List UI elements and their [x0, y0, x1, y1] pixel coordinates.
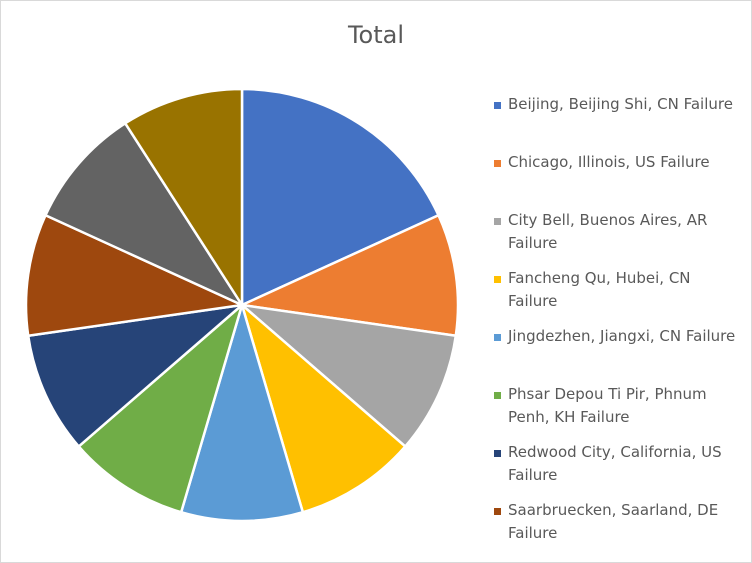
legend-swatch: [494, 276, 501, 283]
pie-slice-9: [44, 122, 244, 307]
legend-swatch: [494, 392, 501, 399]
pie-slice-7: [26, 303, 244, 448]
pie-slice-8: [24, 214, 244, 337]
pie-slice-4: [240, 303, 407, 514]
legend-label: Jingdezhen, Jiangxi, CN Failure: [508, 327, 736, 345]
legend-swatch: [494, 508, 501, 515]
legend-label: Phsar Depou Ti Pir, Phnum Penh, KH Failu…: [508, 385, 707, 426]
legend-swatch: [494, 102, 501, 109]
pie-slice-10: [123, 87, 244, 307]
legend-swatch: [494, 218, 501, 225]
pie-slice-1: [240, 87, 440, 307]
chart-title: Total: [347, 21, 405, 49]
pie-slice-3: [240, 303, 458, 448]
pie-slice-6: [77, 303, 244, 514]
legend-swatch: [494, 160, 501, 167]
legend-label: Fancheng Qu, Hubei, CN Failure: [508, 269, 691, 310]
pie-slice-5: [179, 303, 305, 523]
legend-label: Saarbruecken, Saarland, DE Failure: [508, 501, 719, 542]
legend-label: Redwood City, California, US Failure: [508, 443, 722, 484]
legend-label: Chicago, Illinois, US Failure: [508, 153, 710, 171]
legend-swatch: [494, 334, 501, 341]
legend-swatch: [494, 450, 501, 457]
legend-label: City Bell, Buenos Aires, AR Failure: [508, 211, 708, 252]
legend-label: Beijing, Beijing Shi, CN Failure: [508, 95, 733, 113]
pie-slice-2: [240, 214, 460, 337]
